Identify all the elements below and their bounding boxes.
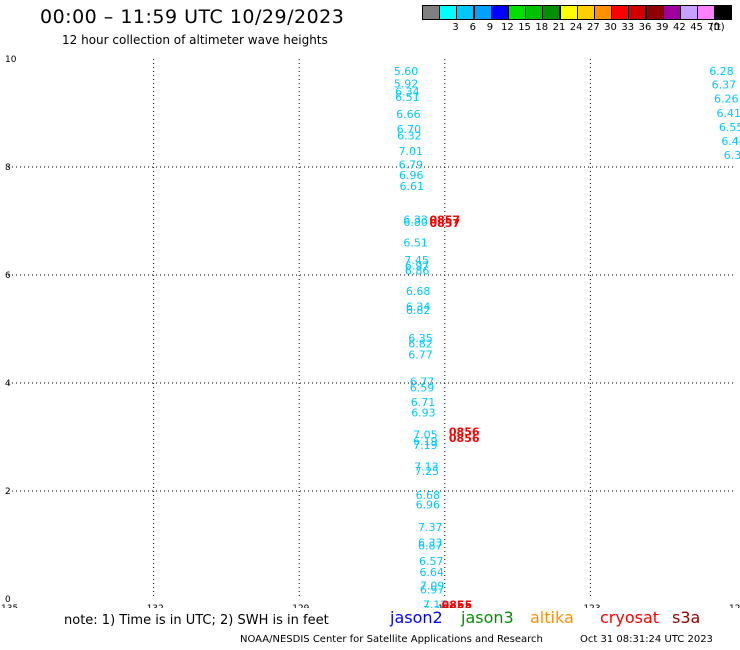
wave-height-label: 6.68 xyxy=(406,285,431,298)
x-tick-label: -126 xyxy=(435,604,456,608)
wave-height-label: 7.37 xyxy=(423,604,448,608)
wave-height-label: 0856 xyxy=(449,426,480,439)
x-tick-label: -132 xyxy=(143,604,163,608)
wave-height-label: 6.51 xyxy=(395,91,420,104)
wave-height-label: 6.59 xyxy=(410,381,435,394)
color-swatch xyxy=(714,5,733,20)
color-swatch-label: 36 xyxy=(638,22,652,33)
footnote: note: 1) Time is in UTC; 2) SWH is in fe… xyxy=(64,613,329,628)
wave-height-label: 6.34 xyxy=(406,300,431,313)
legend-jason3: jason3 xyxy=(461,608,514,627)
color-swatch-label: 45 xyxy=(690,22,703,33)
color-swatch-label: 33 xyxy=(621,22,635,33)
wave-height-label: 7.19 xyxy=(413,439,438,452)
wave-height-label: 6.19 xyxy=(413,435,438,448)
color-swatch-label: 12 xyxy=(501,22,514,33)
legend-jason2: jason2 xyxy=(390,608,443,627)
wave-height-label: 6.61 xyxy=(400,180,425,193)
y-tick-label: 10 xyxy=(5,55,17,65)
wave-height-label: 6.77 xyxy=(410,375,435,388)
wave-height-label: 7.12 xyxy=(423,598,448,608)
wave-height-label: 0856 xyxy=(449,432,480,445)
wave-height-label: 6.93 xyxy=(411,407,436,420)
wave-height-label: 6.33 xyxy=(403,213,428,226)
altimeter-scatter-plot: -135-132-129-126-123-12002468105.605.926… xyxy=(0,55,740,608)
wave-height-label: 6.51 xyxy=(403,237,428,250)
x-tick-label: -123 xyxy=(580,604,600,608)
wave-height-label: 6.80 xyxy=(403,216,428,229)
y-tick-label: 0 xyxy=(5,595,11,605)
color-swatch-label: 39 xyxy=(655,22,669,33)
wave-height-label: 6.71 xyxy=(411,396,436,409)
wave-height-label: 5.60 xyxy=(394,65,419,78)
wave-height-label: 6.97 xyxy=(420,583,445,596)
chart-subtitle: 12 hour collection of altimeter wave hei… xyxy=(62,33,328,47)
wave-height-label: 6.66 xyxy=(396,108,421,121)
wave-height-label: 7.37 xyxy=(418,521,443,534)
wave-height-label: 6.44 xyxy=(721,135,740,148)
color-swatch-label: 70 xyxy=(707,22,721,33)
color-swatch-label: 18 xyxy=(535,22,549,33)
wave-height-label: 6.37 xyxy=(712,78,737,91)
y-tick-label: 2 xyxy=(5,487,11,497)
chart-title: 00:00 – 11:59 UTC 10/29/2023 xyxy=(40,6,345,28)
x-tick-label: -129 xyxy=(289,604,310,608)
x-tick-label: -120 xyxy=(726,604,740,608)
wave-height-label: 6.38 xyxy=(724,149,740,162)
wave-height-label: 0855 xyxy=(442,603,473,608)
wave-height-label: 6.55 xyxy=(719,121,740,134)
wave-height-label: 6.87 xyxy=(418,540,443,553)
wave-height-label: 6.32 xyxy=(397,130,422,143)
wave-height-label: 6.96 xyxy=(416,499,441,512)
wave-height-label: 6.35 xyxy=(408,332,433,345)
legend-altika: altika xyxy=(530,608,574,627)
wave-height-label: 6.41 xyxy=(716,107,740,120)
wave-height-label: 6.70 xyxy=(397,123,422,136)
legend-cryosat: cryosat xyxy=(600,608,660,627)
color-swatch-label: 3 xyxy=(452,22,459,33)
wave-height-label: 6.79 xyxy=(399,158,424,171)
wave-height-label: 6.96 xyxy=(399,169,424,182)
wave-height-label: 7.25 xyxy=(415,465,440,478)
wave-height-label: 7.01 xyxy=(399,145,424,158)
y-tick-label: 6 xyxy=(5,271,11,281)
wave-height-label: 6.33 xyxy=(418,536,443,549)
legend-s3a: s3a xyxy=(672,608,701,627)
wave-height-label: 7.13 xyxy=(414,461,439,474)
wave-height-label: 6.82 xyxy=(406,304,431,317)
wave-height-label: 6.34 xyxy=(395,85,420,98)
wave-height-label: 0855 xyxy=(442,598,473,608)
wave-height-label: 0857 xyxy=(429,217,460,230)
color-swatch-label: 9 xyxy=(486,22,494,33)
wave-height-label: 0857 xyxy=(429,213,460,226)
wave-height-label: 6.77 xyxy=(408,348,433,361)
wave-height-label: 7.05 xyxy=(413,428,438,441)
wave-height-label: 6.28 xyxy=(709,65,734,78)
wave-height-label: 7.45 xyxy=(404,254,429,267)
y-tick-label: 8 xyxy=(5,163,11,173)
wave-height-label: 6.57 xyxy=(419,555,444,568)
credit-line: NOAA/NESDIS Center for Satellite Applica… xyxy=(240,634,543,645)
wave-height-label: 6.97 xyxy=(405,259,430,272)
wave-height-label: 7.09 xyxy=(420,580,445,593)
wave-height-label: 5.92 xyxy=(394,77,419,90)
color-scale-unit: (ft) xyxy=(709,22,725,33)
color-swatch-label: 6 xyxy=(469,22,476,33)
color-swatch-label: 15 xyxy=(518,22,531,33)
wave-height-label: 6.68 xyxy=(416,489,441,502)
color-swatch-label: 24 xyxy=(569,22,583,33)
generated-timestamp: Oct 31 08:31:24 UTC 2023 xyxy=(580,634,713,645)
wave-height-label: 6.64 xyxy=(419,566,444,579)
wave-height-label: 6.82 xyxy=(408,338,433,351)
wave-height-label: 6.26 xyxy=(714,92,739,105)
wave-height-label: 6.86 xyxy=(405,265,430,278)
color-swatch-label: 21 xyxy=(552,22,566,33)
color-swatch-label: 42 xyxy=(673,22,686,33)
color-swatch-label: 30 xyxy=(604,22,617,33)
y-tick-label: 4 xyxy=(5,379,11,389)
x-tick-label: -135 xyxy=(0,604,18,608)
color-swatch-label: 27 xyxy=(587,22,600,33)
